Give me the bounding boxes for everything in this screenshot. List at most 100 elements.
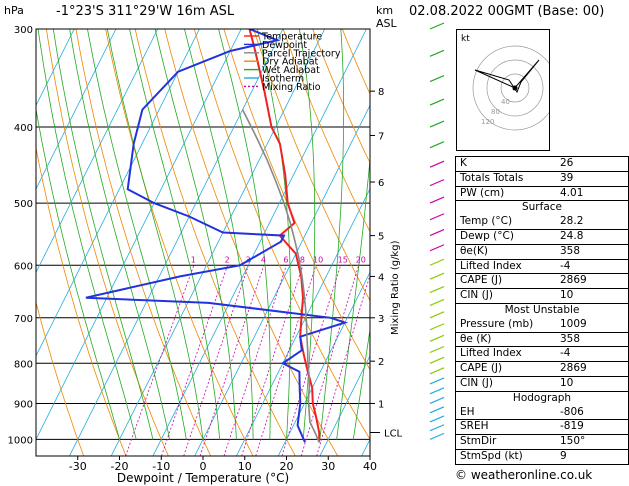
x-tick-label: 10 bbox=[238, 460, 252, 473]
mixing-ratio-line bbox=[300, 265, 360, 456]
hodograph-index-value: -819 bbox=[560, 420, 584, 433]
x-tick-label: 0 bbox=[200, 460, 207, 473]
x-tick-label: 40 bbox=[363, 460, 377, 473]
index-row: Totals Totals 39 bbox=[456, 170, 628, 186]
mixing-ratio-label: 15 bbox=[338, 255, 348, 264]
indices-panel: K 26 Totals Totals 39 PW (cm) 4.01 Surface Te… bbox=[455, 156, 629, 465]
x-tick-label: -10 bbox=[152, 460, 170, 473]
most-unstable-row: CIN (J) 10 bbox=[456, 375, 628, 391]
surface-label: CIN (J) bbox=[460, 289, 493, 302]
hodograph-index-row: StmSpd (kt) 9 bbox=[456, 448, 628, 464]
surface-row: θe(K) 358 bbox=[456, 243, 628, 259]
surface-value: -4 bbox=[560, 259, 571, 272]
legend-entry: Temperature bbox=[261, 32, 322, 43]
wet-adiabat-line bbox=[37, 29, 137, 440]
plot-frame bbox=[35, 28, 371, 457]
hodograph-index-value: 150° bbox=[560, 435, 586, 448]
index-value: 26 bbox=[560, 157, 574, 169]
most-unstable-label: Lifted Index bbox=[460, 347, 522, 360]
index-row: K 26 bbox=[456, 157, 628, 171]
hodograph-unit-label: kt bbox=[461, 34, 470, 44]
isotherm-line bbox=[236, 187, 370, 456]
wet-adiabat-line bbox=[336, 154, 370, 440]
wind-barb bbox=[429, 120, 445, 128]
mixing-ratio-label: 4 bbox=[261, 255, 266, 264]
most-unstable-label: CAPE (J) bbox=[460, 362, 503, 375]
most-unstable-title: Most Unstable bbox=[504, 303, 580, 316]
wind-barb bbox=[429, 406, 445, 414]
most-unstable-row: Lifted Index -4 bbox=[456, 346, 628, 361]
hodograph-ring bbox=[472, 45, 549, 131]
km-tick-label: 2 bbox=[378, 357, 384, 368]
index-value: 39 bbox=[560, 171, 574, 184]
wind-barb bbox=[429, 387, 445, 395]
hodograph-storm-motion bbox=[512, 85, 518, 91]
legend-entry: Dewpoint bbox=[262, 40, 307, 51]
dry-adiabat-line bbox=[312, 29, 370, 164]
mixing-ratio-line bbox=[281, 265, 342, 456]
dry-adiabat-line bbox=[193, 29, 370, 441]
pressure-tick-label: 800 bbox=[14, 359, 33, 370]
x-tick-label: 30 bbox=[321, 460, 335, 473]
isotherm-line bbox=[36, 29, 242, 441]
wind-barb bbox=[429, 334, 445, 342]
dry-adiabat-line bbox=[223, 29, 370, 371]
surface-value: 28.2 bbox=[560, 215, 584, 228]
most-unstable-label: Pressure (mb) bbox=[460, 317, 534, 330]
hodograph-index-row: StmDir 150° bbox=[456, 434, 628, 449]
surface-value: 24.8 bbox=[560, 229, 584, 242]
hodograph-index-row: EH -806 bbox=[456, 406, 628, 420]
dry-adiabat-line bbox=[46, 29, 169, 456]
location-title: -1°23'S 311°29'W 16m ASL bbox=[56, 4, 235, 19]
hodograph-index-label: EH bbox=[460, 405, 475, 418]
wet-adiabat-line bbox=[129, 29, 221, 440]
hpa-axis-title: hPa bbox=[4, 4, 24, 17]
hodograph-index-value: 9 bbox=[560, 449, 567, 462]
km-axis-title: km bbox=[376, 4, 394, 17]
hodograph-ring bbox=[500, 73, 530, 103]
pressure-tick-label: 400 bbox=[14, 123, 33, 134]
most-unstable-value: 10 bbox=[560, 376, 574, 389]
index-label: Totals Totals bbox=[460, 171, 524, 184]
pressure-tick-label: 900 bbox=[14, 399, 33, 410]
surface-label: Dewp (°C) bbox=[460, 229, 514, 242]
hodograph-title: Hodograph bbox=[512, 391, 572, 404]
isotherm-line bbox=[36, 29, 200, 357]
hodograph-index-label: SREH bbox=[460, 420, 489, 433]
mixing-ratio-axis-label: Mixing Ratio (g/kg) bbox=[390, 240, 401, 335]
mixing-ratio-line bbox=[125, 265, 195, 456]
wind-barb bbox=[429, 213, 445, 221]
hodograph-ring-label: 80 bbox=[491, 108, 500, 116]
wet-adiabat-line bbox=[87, 29, 187, 440]
legend-entry: Isotherm bbox=[262, 74, 304, 85]
hodograph-ring-label: 40 bbox=[501, 98, 510, 106]
surface-value: 10 bbox=[560, 289, 574, 302]
index-label: PW (cm) bbox=[460, 186, 505, 199]
most-unstable-value: 358 bbox=[560, 332, 581, 345]
x-tick-label: -30 bbox=[69, 460, 87, 473]
km-tick-label: 3 bbox=[378, 314, 384, 325]
wind-barb bbox=[429, 367, 445, 375]
wind-barb bbox=[429, 396, 445, 405]
wet-adiabat-line bbox=[52, 29, 154, 440]
dry-adiabat-line bbox=[282, 29, 370, 233]
km-tick-label: 5 bbox=[378, 232, 384, 243]
most-unstable-value: 2869 bbox=[560, 362, 587, 375]
parcel-trajectory-profile bbox=[241, 109, 320, 443]
wind-barb bbox=[429, 179, 445, 187]
wet-adiabat-line bbox=[106, 29, 204, 440]
isotherm-line bbox=[152, 29, 367, 456]
wind-barb bbox=[429, 298, 445, 306]
wind-barb bbox=[429, 311, 445, 319]
wind-barb bbox=[429, 141, 445, 149]
km-tick-label: 4 bbox=[378, 272, 384, 283]
mixing-ratio-label: 10 bbox=[313, 255, 323, 264]
x-axis-label: Dewpoint / Temperature (°C) bbox=[117, 471, 289, 485]
surface-value: 2869 bbox=[560, 274, 587, 287]
surface-label: Temp (°C) bbox=[460, 215, 513, 228]
hodograph-index-label: StmSpd (kt) bbox=[460, 449, 523, 462]
wet-adiabat-line bbox=[319, 29, 345, 440]
index-value: 4.01 bbox=[560, 186, 584, 199]
